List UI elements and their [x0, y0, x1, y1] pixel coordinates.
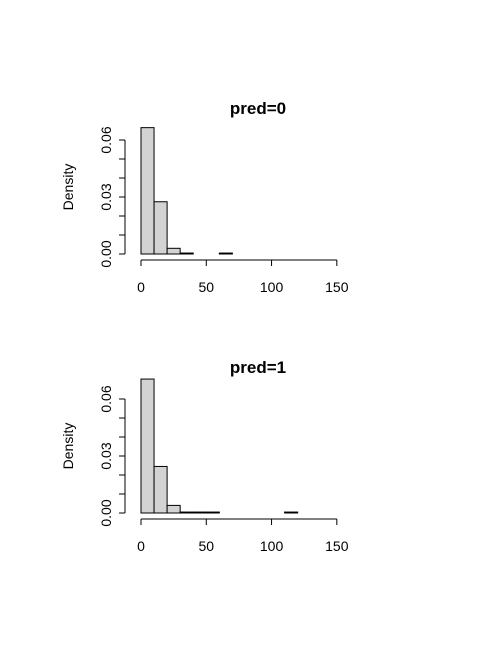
histogram-bar-4: [192, 511, 207, 514]
y-axis: 0.00 0.03 0.06: [98, 126, 126, 268]
histogram-bar-1: [153, 465, 168, 514]
histogram-panel-pred1: pred=1 Density 0 50 100 150 0.00 0.03 0.06: [60, 358, 349, 554]
y-tick-label-1: 0.03: [98, 183, 114, 210]
histogram-bar-3: [179, 252, 194, 255]
histogram-bar-0: [140, 127, 155, 255]
x-axis: 0 50 100 150: [137, 259, 349, 295]
x-tick-label-2: 100: [260, 279, 284, 295]
histogram-bar-11: [284, 511, 299, 514]
histogram-bar-3: [179, 511, 194, 514]
x-axis: 0 50 100 150: [137, 518, 349, 554]
x-tick-label-3: 150: [325, 279, 349, 295]
histogram-bar-1: [153, 201, 168, 255]
y-tick-label-2: 0.06: [98, 385, 114, 412]
x-tick-label-1: 50: [198, 538, 214, 554]
histogram-panel-pred0: pred=0 Density 0 50 100 150 0.00 0.03 0.06: [60, 99, 349, 295]
x-tick-label-3: 150: [325, 538, 349, 554]
x-tick-label-1: 50: [198, 279, 214, 295]
x-tick-label-2: 100: [260, 538, 284, 554]
y-axis-label: Density: [60, 423, 76, 470]
x-tick-label-0: 0: [137, 279, 145, 295]
y-axis-label: Density: [60, 164, 76, 211]
y-tick-label-0: 0.00: [98, 499, 114, 526]
histogram-bar-2: [166, 247, 181, 255]
bars-group: [140, 127, 233, 255]
chart-title: pred=1: [230, 358, 286, 377]
histogram-bar-0: [140, 378, 155, 514]
x-tick-label-0: 0: [137, 538, 145, 554]
y-tick-label-0: 0.00: [98, 240, 114, 267]
histogram-bar-2: [166, 504, 181, 514]
histogram-bar-5: [205, 511, 220, 514]
y-tick-label-1: 0.03: [98, 442, 114, 469]
y-axis: 0.00 0.03 0.06: [98, 385, 126, 527]
histogram-bar-6: [218, 252, 233, 255]
y-tick-label-2: 0.06: [98, 126, 114, 153]
bars-group: [140, 378, 299, 514]
chart-title: pred=0: [230, 99, 286, 118]
